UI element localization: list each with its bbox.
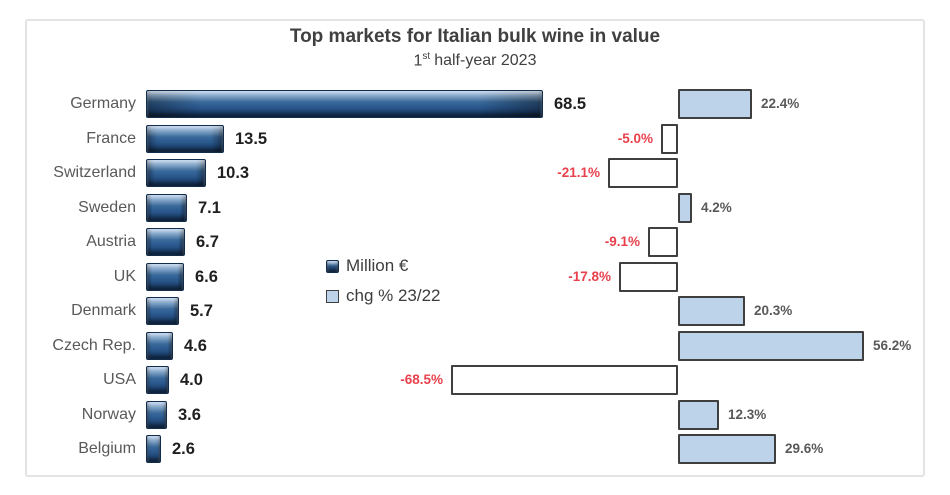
country-label: Denmark — [71, 302, 136, 319]
legend-label-chg-pct: chg % 23/22 — [346, 286, 441, 305]
change-label: -68.5% — [400, 372, 443, 387]
country-label: Czech Rep. — [52, 336, 136, 354]
change-label: 56.2% — [873, 337, 912, 353]
country-label: Sweden — [78, 198, 136, 216]
subtitle-prefix: 1 — [413, 52, 423, 70]
country-label: Norway — [81, 405, 136, 423]
chart-title: Top markets for Italian bulk wine in val… — [289, 26, 661, 47]
change-bar — [678, 89, 752, 119]
value-label: 68.5 — [554, 95, 587, 113]
change-label: -21.1% — [557, 165, 600, 180]
value-bar — [146, 262, 184, 291]
legend-label-million-eur: Million € — [346, 256, 409, 275]
change-bar — [661, 123, 678, 154]
value-label: 2.6 — [172, 440, 195, 458]
value-label: 6.7 — [196, 233, 219, 251]
change-label: -17.8% — [568, 268, 611, 284]
change-bar — [678, 434, 776, 464]
change-bar — [608, 158, 678, 188]
legend-item-chg-pct: chg % 23/22 — [326, 286, 441, 306]
country-label: Germany — [70, 95, 136, 112]
change-label: 20.3% — [754, 303, 793, 318]
change-bar — [678, 330, 864, 361]
value-label: 5.7 — [190, 302, 213, 320]
value-label: 4.0 — [180, 371, 203, 389]
change-label: -5.0% — [617, 130, 653, 146]
change-bar — [648, 227, 678, 257]
value-label: 13.5 — [235, 129, 268, 148]
change-label: 22.4% — [761, 96, 800, 111]
value-bar — [146, 193, 187, 222]
value-label: 6.6 — [195, 267, 218, 286]
change-bar — [451, 365, 678, 395]
country-label: Switzerland — [53, 164, 136, 181]
dark-blue-swatch-icon — [326, 259, 339, 273]
change-label: 12.3% — [728, 406, 767, 422]
value-bar — [146, 124, 224, 153]
value-bar — [146, 90, 543, 118]
country-label: Belgium — [78, 440, 136, 457]
legend: Million € chg % 23/22 — [326, 256, 441, 316]
value-bar — [146, 400, 167, 429]
value-bar — [146, 331, 173, 360]
value-label: 10.3 — [217, 164, 250, 182]
country-label: USA — [103, 371, 136, 388]
subtitle-rest: half-year 2023 — [434, 52, 537, 70]
value-bar — [146, 435, 161, 463]
change-label: 29.6% — [785, 441, 824, 456]
value-label: 7.1 — [198, 198, 221, 217]
value-label: 4.6 — [184, 336, 207, 355]
subtitle-superscript: st — [422, 51, 431, 62]
value-bar — [146, 366, 169, 394]
change-bar — [678, 399, 719, 430]
legend-item-million-eur: Million € — [326, 256, 441, 276]
value-bar — [146, 159, 206, 187]
change-label: -9.1% — [604, 234, 640, 249]
change-label: 4.2% — [701, 199, 732, 215]
change-bar — [678, 192, 692, 223]
value-label: 3.6 — [178, 405, 201, 424]
change-bar — [678, 296, 745, 326]
light-blue-swatch-icon — [326, 289, 339, 303]
country-label: UK — [113, 267, 136, 285]
chart-subtitle: 1st half-year 2023 — [25, 51, 925, 70]
value-bar — [146, 228, 185, 256]
country-label: France — [86, 129, 136, 147]
country-label: Austria — [86, 233, 136, 250]
change-bar — [619, 261, 678, 292]
value-bar — [146, 297, 179, 325]
